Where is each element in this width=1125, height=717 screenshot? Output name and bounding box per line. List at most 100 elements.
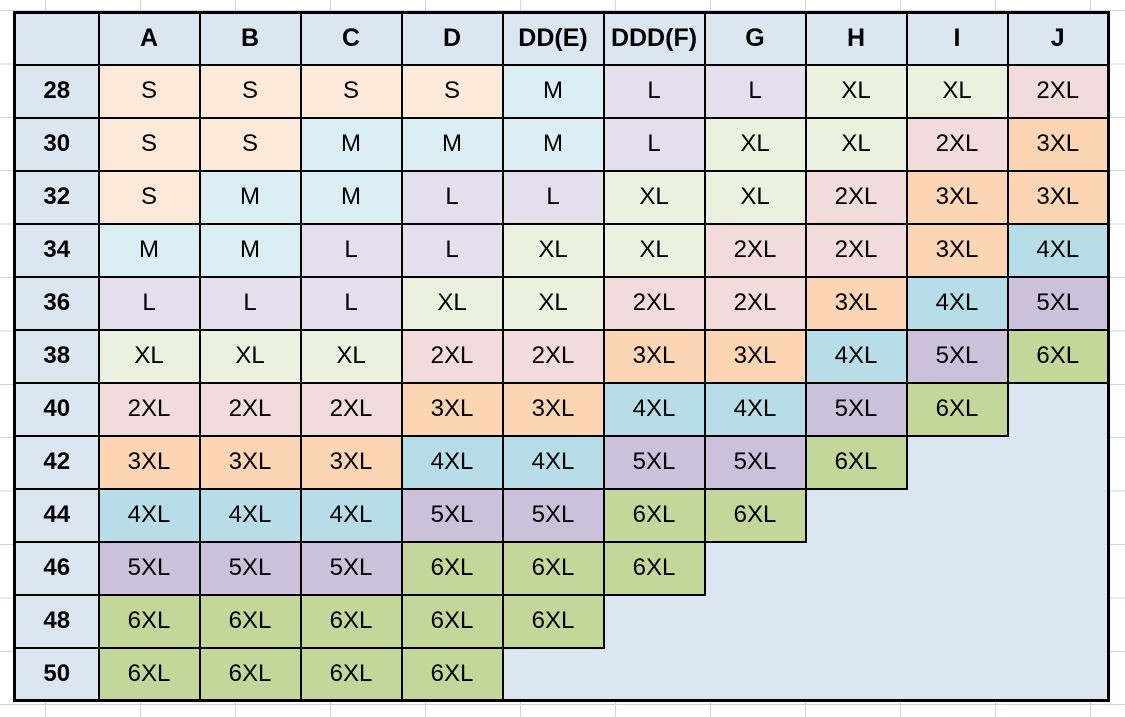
size-cell[interactable]: 6XL bbox=[1006, 328, 1110, 384]
size-cell[interactable]: M bbox=[501, 63, 605, 119]
size-cell[interactable]: L bbox=[400, 222, 504, 278]
size-cell[interactable]: L bbox=[602, 116, 706, 172]
empty-cell[interactable] bbox=[906, 594, 1008, 648]
empty-cell[interactable] bbox=[1007, 647, 1109, 701]
size-cell[interactable]: XL bbox=[703, 116, 807, 172]
size-cell[interactable]: 2XL bbox=[299, 381, 403, 437]
size-cell[interactable]: S bbox=[97, 63, 201, 119]
size-cell[interactable]: 2XL bbox=[501, 328, 605, 384]
size-cell[interactable]: 4XL bbox=[804, 328, 908, 384]
size-cell[interactable]: 5XL bbox=[299, 540, 403, 596]
size-cell[interactable]: XL bbox=[602, 222, 706, 278]
empty-cell[interactable] bbox=[906, 541, 1008, 595]
size-cell[interactable]: M bbox=[501, 116, 605, 172]
empty-cell[interactable] bbox=[805, 541, 907, 595]
size-cell[interactable]: 4XL bbox=[400, 434, 504, 490]
empty-cell[interactable] bbox=[603, 647, 705, 701]
empty-cell[interactable] bbox=[704, 647, 806, 701]
size-cell[interactable]: M bbox=[198, 169, 302, 225]
size-cell[interactable]: 5XL bbox=[400, 487, 504, 543]
size-cell[interactable]: 4XL bbox=[97, 487, 201, 543]
empty-cell[interactable] bbox=[1007, 382, 1109, 436]
column-header-C[interactable]: C bbox=[299, 11, 403, 66]
size-cell[interactable]: 4XL bbox=[602, 381, 706, 437]
empty-cell[interactable] bbox=[805, 647, 907, 701]
size-cell[interactable]: 6XL bbox=[97, 593, 201, 649]
size-cell[interactable]: 6XL bbox=[501, 593, 605, 649]
size-cell[interactable]: 6XL bbox=[400, 593, 504, 649]
column-header-I[interactable]: I bbox=[905, 11, 1009, 66]
column-header-DDD(F)[interactable]: DDD(F) bbox=[602, 11, 706, 66]
size-cell[interactable]: XL bbox=[97, 328, 201, 384]
size-cell[interactable]: 5XL bbox=[804, 381, 908, 437]
size-cell[interactable]: 5XL bbox=[501, 487, 605, 543]
size-cell[interactable]: 2XL bbox=[602, 275, 706, 331]
size-cell[interactable]: XL bbox=[400, 275, 504, 331]
size-cell[interactable]: S bbox=[400, 63, 504, 119]
size-cell[interactable]: 6XL bbox=[400, 646, 504, 702]
column-header-G[interactable]: G bbox=[703, 11, 807, 66]
size-cell[interactable]: 5XL bbox=[703, 434, 807, 490]
size-cell[interactable]: L bbox=[299, 222, 403, 278]
size-cell[interactable]: 2XL bbox=[703, 222, 807, 278]
column-header-DD(E)[interactable]: DD(E) bbox=[501, 11, 605, 66]
size-cell[interactable]: 2XL bbox=[198, 381, 302, 437]
size-cell[interactable]: 6XL bbox=[501, 540, 605, 596]
size-cell[interactable]: S bbox=[198, 116, 302, 172]
size-cell[interactable]: S bbox=[97, 169, 201, 225]
size-cell[interactable]: S bbox=[299, 63, 403, 119]
size-cell[interactable]: XL bbox=[905, 63, 1009, 119]
column-header-A[interactable]: A bbox=[97, 11, 201, 66]
size-cell[interactable]: L bbox=[703, 63, 807, 119]
corner-cell[interactable] bbox=[13, 11, 100, 66]
column-header-H[interactable]: H bbox=[804, 11, 908, 66]
row-header-38[interactable]: 38 bbox=[13, 328, 100, 384]
row-header-50[interactable]: 50 bbox=[13, 646, 100, 702]
size-cell[interactable]: 6XL bbox=[804, 434, 908, 490]
row-header-30[interactable]: 30 bbox=[13, 116, 100, 172]
empty-cell[interactable] bbox=[1007, 488, 1109, 542]
size-cell[interactable]: M bbox=[198, 222, 302, 278]
size-cell[interactable]: 3XL bbox=[905, 222, 1009, 278]
size-cell[interactable]: 3XL bbox=[299, 434, 403, 490]
size-cell[interactable]: L bbox=[299, 275, 403, 331]
size-cell[interactable]: XL bbox=[602, 169, 706, 225]
size-cell[interactable]: 6XL bbox=[299, 646, 403, 702]
size-cell[interactable]: XL bbox=[299, 328, 403, 384]
size-cell[interactable]: 4XL bbox=[299, 487, 403, 543]
empty-cell[interactable] bbox=[906, 488, 1008, 542]
empty-cell[interactable] bbox=[906, 647, 1008, 701]
size-cell[interactable]: M bbox=[299, 116, 403, 172]
row-header-32[interactable]: 32 bbox=[13, 169, 100, 225]
empty-cell[interactable] bbox=[704, 594, 806, 648]
size-cell[interactable]: 4XL bbox=[703, 381, 807, 437]
size-cell[interactable]: 4XL bbox=[198, 487, 302, 543]
row-header-48[interactable]: 48 bbox=[13, 593, 100, 649]
row-header-34[interactable]: 34 bbox=[13, 222, 100, 278]
empty-cell[interactable] bbox=[1007, 435, 1109, 489]
size-cell[interactable]: 6XL bbox=[400, 540, 504, 596]
empty-cell[interactable] bbox=[603, 594, 705, 648]
size-cell[interactable]: 3XL bbox=[1006, 169, 1110, 225]
size-cell[interactable]: 2XL bbox=[804, 222, 908, 278]
size-cell[interactable]: 5XL bbox=[602, 434, 706, 490]
column-header-D[interactable]: D bbox=[400, 11, 504, 66]
row-header-42[interactable]: 42 bbox=[13, 434, 100, 490]
size-cell[interactable]: 3XL bbox=[804, 275, 908, 331]
size-cell[interactable]: 6XL bbox=[905, 381, 1009, 437]
size-cell[interactable]: 3XL bbox=[1006, 116, 1110, 172]
size-cell[interactable]: 5XL bbox=[97, 540, 201, 596]
empty-cell[interactable] bbox=[704, 541, 806, 595]
empty-cell[interactable] bbox=[906, 435, 1008, 489]
size-cell[interactable]: L bbox=[198, 275, 302, 331]
size-cell[interactable]: XL bbox=[198, 328, 302, 384]
size-cell[interactable]: 2XL bbox=[905, 116, 1009, 172]
size-cell[interactable]: L bbox=[501, 169, 605, 225]
size-cell[interactable]: 3XL bbox=[198, 434, 302, 490]
size-cell[interactable]: 6XL bbox=[602, 487, 706, 543]
size-cell[interactable]: XL bbox=[804, 63, 908, 119]
column-header-J[interactable]: J bbox=[1006, 11, 1110, 66]
empty-cell[interactable] bbox=[1007, 594, 1109, 648]
size-cell[interactable]: M bbox=[400, 116, 504, 172]
size-cell[interactable]: 5XL bbox=[1006, 275, 1110, 331]
